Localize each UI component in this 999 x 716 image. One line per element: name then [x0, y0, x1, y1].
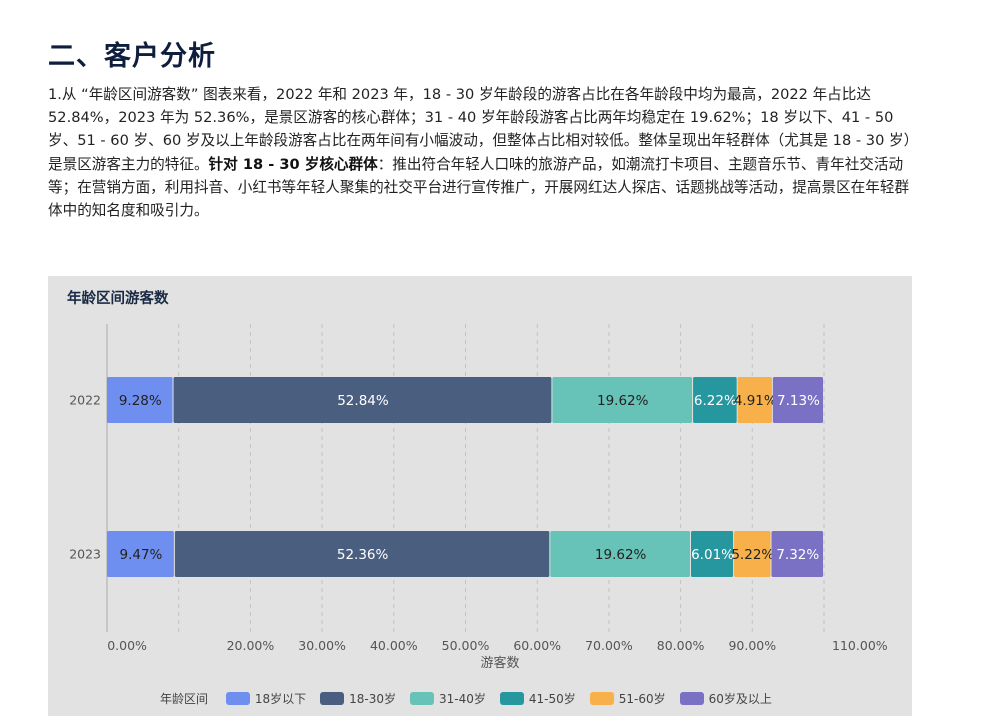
- data-label: 9.28%: [119, 393, 162, 409]
- legend-label: 51-60岁: [618, 692, 666, 706]
- data-label: 19.62%: [597, 393, 649, 409]
- x-axis-label: 游客数: [480, 655, 519, 671]
- bar-segment: [107, 531, 174, 577]
- x-tick-label: 30.00%: [298, 638, 346, 653]
- x-tick-label: 0.00%: [107, 638, 147, 653]
- section-heading: 二、客户分析: [48, 41, 216, 72]
- x-tick-label: 50.00%: [442, 638, 490, 653]
- x-tick-label: 60.00%: [513, 638, 561, 653]
- paragraph-bold-phrase: 针对 18 - 30 岁核心群体: [208, 155, 378, 173]
- chart-title: 年龄区间游客数: [67, 291, 169, 307]
- data-label: 7.13%: [777, 393, 820, 409]
- legend-label: 31-40岁: [439, 692, 486, 706]
- data-label: 9.47%: [120, 547, 163, 563]
- bar-segment: [173, 377, 552, 423]
- x-tick-label: 80.00%: [657, 638, 705, 653]
- x-tick-label: 90.00%: [728, 638, 776, 653]
- x-tick-label: 40.00%: [370, 638, 418, 653]
- legend-label: 18-30岁: [349, 692, 396, 706]
- data-label: 52.36%: [337, 547, 389, 563]
- bar-segment: [772, 377, 823, 423]
- legend-label: 18岁以下: [254, 692, 307, 706]
- chart-card: 年龄区间游客数 0.00% 20.00% 30.00% 40.00% 50.00% 60.…: [48, 276, 912, 716]
- bar-segment: [107, 377, 173, 423]
- bar-segment: [174, 531, 550, 577]
- bar-segment: [737, 377, 772, 423]
- bar-segment: [693, 377, 737, 423]
- data-label: 52.84%: [337, 393, 389, 409]
- bar-segment: [734, 531, 771, 577]
- bar-segment: [552, 377, 693, 423]
- legend-item[interactable]: 18-30岁: [320, 690, 396, 707]
- y-tick-label: 2022: [69, 393, 101, 408]
- data-label: 19.62%: [595, 547, 647, 563]
- paragraph-text-a: 1.从 “年龄区间游客数” 图表来看，2022 年和 2023 年，18 - 3…: [48, 86, 911, 173]
- legend-item[interactable]: 18岁以下: [225, 690, 307, 707]
- stacked-bar-chart: 0.00% 20.00% 30.00% 40.00% 50.00% 60.00% 70.00…: [69, 324, 888, 671]
- legend-label: 60岁及以上: [708, 692, 772, 706]
- legend-item[interactable]: 51-60岁: [589, 690, 666, 707]
- x-tick-label: 70.00%: [585, 638, 633, 653]
- analysis-paragraph: 1.从 “年龄区间游客数” 图表来看，2022 年和 2023 年，18 - 3…: [48, 83, 914, 222]
- y-tick-label: 2023: [69, 547, 101, 562]
- bar-segment: [550, 531, 690, 577]
- data-label: 7.32%: [776, 547, 819, 563]
- legend-label: 41-50岁: [528, 692, 576, 706]
- bar-segment: [690, 531, 734, 577]
- legend-item[interactable]: 31-40岁: [410, 690, 486, 707]
- legend-title: 年龄区间: [160, 692, 209, 706]
- paragraph-text-b: ：推出符合年轻人口味的旅游产品，如潮流打卡项目、主题音乐节、青年社交活动等；在营…: [48, 155, 910, 220]
- data-label: 6.01%: [691, 547, 734, 563]
- data-label: 5.22%: [731, 547, 774, 563]
- data-label: 4.91%: [734, 393, 777, 409]
- legend-item[interactable]: 41-50岁: [499, 690, 576, 707]
- x-tick-label: 110.00%: [832, 638, 888, 653]
- bar-segment: [771, 531, 823, 577]
- chart-legend: 年龄区间 18岁以下 18-30岁 31-40岁 41-50岁 51-60岁 60岁及以上: [160, 690, 786, 707]
- legend-item[interactable]: 60岁及以上: [679, 690, 772, 707]
- data-label: 6.22%: [694, 393, 737, 409]
- x-tick-label: 20.00%: [227, 638, 275, 653]
